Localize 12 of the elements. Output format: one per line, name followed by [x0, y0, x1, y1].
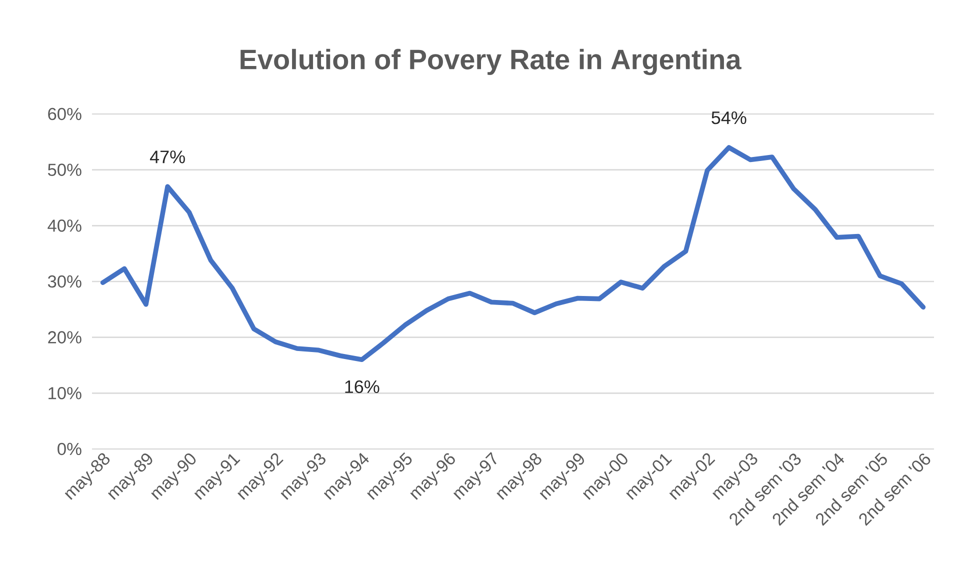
y-tick-label: 30%	[48, 275, 82, 288]
data-label: 54%	[712, 111, 746, 124]
data-label: 16%	[345, 380, 380, 394]
data-label: 47%	[150, 150, 185, 164]
y-tick-label: 0%	[58, 442, 82, 456]
chart-title: Evolution of Povery Rate in Argentina	[240, 48, 742, 76]
y-tick-label: 50%	[48, 164, 82, 176]
line-series	[100, 145, 926, 362]
y-tick-label: 40%	[48, 220, 82, 232]
y-tick-label: 20%	[48, 331, 82, 344]
y-tick-label: 10%	[48, 387, 82, 400]
y-tick-label: 60%	[48, 108, 82, 120]
